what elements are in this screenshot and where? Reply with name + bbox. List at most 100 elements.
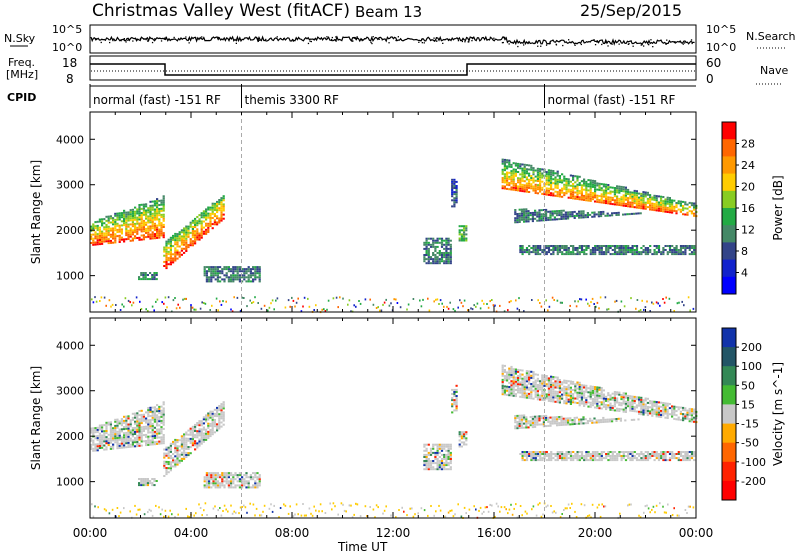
power-cell (582, 212, 585, 215)
velocity-cell (445, 460, 448, 462)
power-cell (640, 247, 643, 249)
nsearch-point (201, 36, 203, 38)
velocity-cell (147, 439, 150, 442)
velocity-cell (136, 420, 139, 423)
power-cell (294, 305, 296, 308)
power-cell (662, 298, 664, 300)
velocity-cell (556, 397, 559, 400)
velocity-cell (598, 453, 601, 455)
velocity-cell (167, 461, 170, 463)
velocity-cell (547, 377, 550, 380)
velocity-cell (107, 440, 110, 442)
power-cell (260, 307, 263, 310)
power-cell (209, 218, 212, 221)
nsearch-point (418, 41, 420, 43)
power-cell (198, 218, 201, 221)
power-cell (194, 236, 197, 239)
velocity-cell (118, 442, 121, 445)
power-cell (571, 215, 574, 218)
power-cell (534, 249, 537, 251)
power-cell (503, 175, 506, 178)
power-cell (609, 247, 612, 249)
power-cell (221, 268, 224, 271)
velocity-cell (153, 478, 156, 480)
nsearch-point (195, 37, 197, 39)
power-cell (160, 199, 163, 202)
power-cell (682, 213, 685, 216)
power-cell (531, 213, 534, 216)
power-cell (514, 172, 517, 175)
power-cell (635, 251, 639, 254)
power-cell (594, 184, 597, 187)
power-cell (153, 202, 156, 205)
power-cell (514, 185, 517, 187)
power-cell (127, 217, 130, 220)
power-cell (622, 245, 625, 247)
power-cell (514, 168, 517, 171)
power-cell (600, 249, 603, 251)
power-cell (589, 191, 592, 194)
power-cell (449, 250, 452, 252)
power-cell (530, 251, 533, 254)
power-cell (153, 224, 156, 227)
power-cell (120, 224, 123, 227)
velocity-cell (620, 451, 623, 453)
power-cell (664, 208, 667, 211)
power-cell (598, 182, 601, 185)
velocity-cell (598, 396, 601, 399)
velocity-cell (569, 403, 572, 405)
power-cell (565, 192, 568, 195)
power-cell (576, 196, 579, 198)
power-cell (572, 183, 575, 185)
power-cell (449, 258, 452, 261)
velocity-cell (245, 476, 248, 479)
power-cell (508, 159, 511, 162)
velocity-cell (167, 463, 170, 466)
velocity-cell (189, 429, 192, 432)
velocity-cell (561, 459, 564, 462)
velocity-cell (534, 379, 537, 382)
power-cell (560, 215, 563, 218)
velocity-cell (458, 439, 461, 442)
power-cell (569, 213, 572, 216)
velocity-cell (427, 466, 430, 469)
power-cell (162, 217, 165, 220)
velocity-cell (690, 416, 693, 419)
power-cell (561, 251, 564, 254)
velocity-cell (252, 478, 255, 481)
velocity-cell (136, 445, 139, 448)
power-cell (200, 222, 203, 225)
power-cell (620, 245, 623, 247)
power-cell (594, 180, 597, 183)
velocity-cell (189, 442, 192, 444)
velocity-cell (116, 424, 119, 427)
velocity-cell (534, 453, 537, 455)
power-cell (523, 249, 526, 251)
power-cell (605, 191, 608, 194)
velocity-cell (530, 451, 533, 453)
power-cell (605, 198, 608, 200)
power-cell (131, 239, 134, 242)
velocity-cell (611, 409, 614, 412)
velocity-cell (165, 448, 168, 451)
power-cell (550, 173, 553, 176)
power-cell (249, 270, 252, 273)
velocity-cell (176, 455, 179, 458)
power-cell (129, 213, 132, 216)
power-cell (147, 227, 150, 230)
velocity-cell (245, 482, 248, 485)
power-cell (445, 252, 448, 254)
power-cell (92, 227, 95, 230)
velocity-cell (138, 436, 141, 439)
power-cell (207, 226, 210, 229)
velocity-cell (565, 457, 568, 460)
velocity-cell (530, 383, 533, 385)
power-cell (425, 239, 428, 242)
power-cell (558, 195, 561, 198)
power-cell (246, 305, 248, 308)
velocity-cell (216, 415, 219, 418)
power-cell (216, 276, 219, 279)
power-cell (123, 240, 126, 243)
power-cell (528, 184, 531, 187)
power-cell (550, 169, 553, 172)
